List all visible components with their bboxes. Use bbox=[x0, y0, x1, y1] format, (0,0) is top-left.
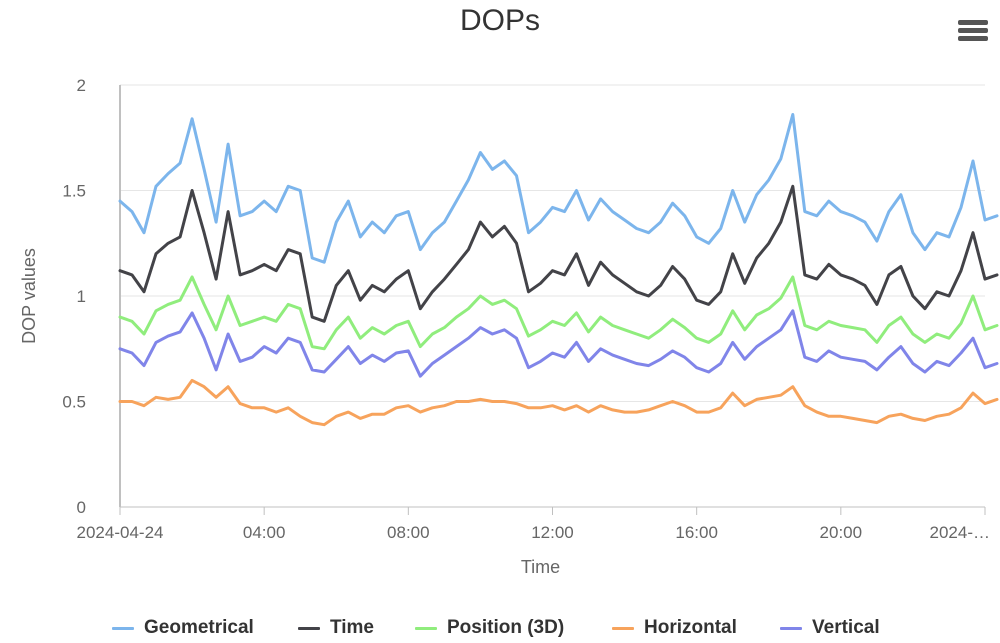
x-axis-title: Time bbox=[521, 557, 560, 577]
x-tick-label: 04:00 bbox=[243, 523, 286, 542]
x-tick-label: 12:00 bbox=[531, 523, 574, 542]
series-line-horizontal[interactable] bbox=[118, 378, 999, 427]
menu-bar bbox=[958, 36, 988, 41]
legend-label: Horizontal bbox=[644, 617, 737, 638]
legend-swatch bbox=[612, 626, 634, 630]
legend-item[interactable]: Vertical bbox=[780, 614, 880, 642]
legend-item[interactable]: Geometrical bbox=[112, 614, 254, 642]
legend-label: Geometrical bbox=[144, 617, 254, 638]
hamburger-menu-icon[interactable] bbox=[958, 18, 988, 44]
dop-line-chart: 0 0.5 1 1.5 2 2024-04-24 04:00 08:00 12:00 16:00 2… bbox=[19, 76, 999, 577]
y-tick-label: 1.5 bbox=[62, 182, 86, 201]
x-tick-label: 2024-04-24 bbox=[77, 523, 164, 542]
legend-label: Time bbox=[330, 617, 375, 638]
series-line-time[interactable] bbox=[118, 184, 999, 323]
y-tick-label: 2 bbox=[77, 76, 86, 95]
legend-item[interactable]: Time bbox=[298, 614, 374, 642]
legend-item[interactable]: Position (3D) bbox=[415, 614, 564, 642]
chart-title: DOPs bbox=[459, 4, 540, 37]
x-tick-label: 16:00 bbox=[675, 523, 718, 542]
x-tick-label: 2024-… bbox=[930, 523, 990, 542]
chart-legend: Geometrical Time Position (3D) Horizontal Ve… bbox=[0, 614, 1000, 642]
legend-swatch bbox=[112, 626, 134, 630]
y-tick-label: 1 bbox=[77, 287, 86, 306]
legend-swatch bbox=[415, 626, 437, 630]
series-line-vertical[interactable] bbox=[118, 309, 999, 378]
axes bbox=[119, 85, 986, 515]
legend-swatch bbox=[298, 626, 320, 630]
legend-label: Vertical bbox=[812, 617, 880, 638]
series-line-position-3d[interactable] bbox=[118, 275, 999, 351]
axis-labels: 0 0.5 1 1.5 2 2024-04-24 04:00 08:00 12:00 16:00 2… bbox=[19, 76, 990, 577]
series-lines bbox=[118, 113, 999, 427]
legend-label: Position (3D) bbox=[447, 617, 565, 638]
x-tick-label: 20:00 bbox=[820, 523, 863, 542]
legend-item[interactable]: Horizontal bbox=[612, 614, 737, 642]
menu-bar bbox=[958, 28, 988, 33]
menu-bar bbox=[958, 20, 988, 25]
y-axis-title: DOP values bbox=[19, 248, 39, 344]
series-line-geometrical[interactable] bbox=[118, 113, 999, 264]
y-tick-label: 0 bbox=[77, 498, 86, 517]
x-tick-label: 08:00 bbox=[387, 523, 430, 542]
grid-lines bbox=[120, 84, 985, 508]
y-tick-label: 0.5 bbox=[62, 393, 86, 412]
legend-swatch bbox=[780, 626, 802, 630]
